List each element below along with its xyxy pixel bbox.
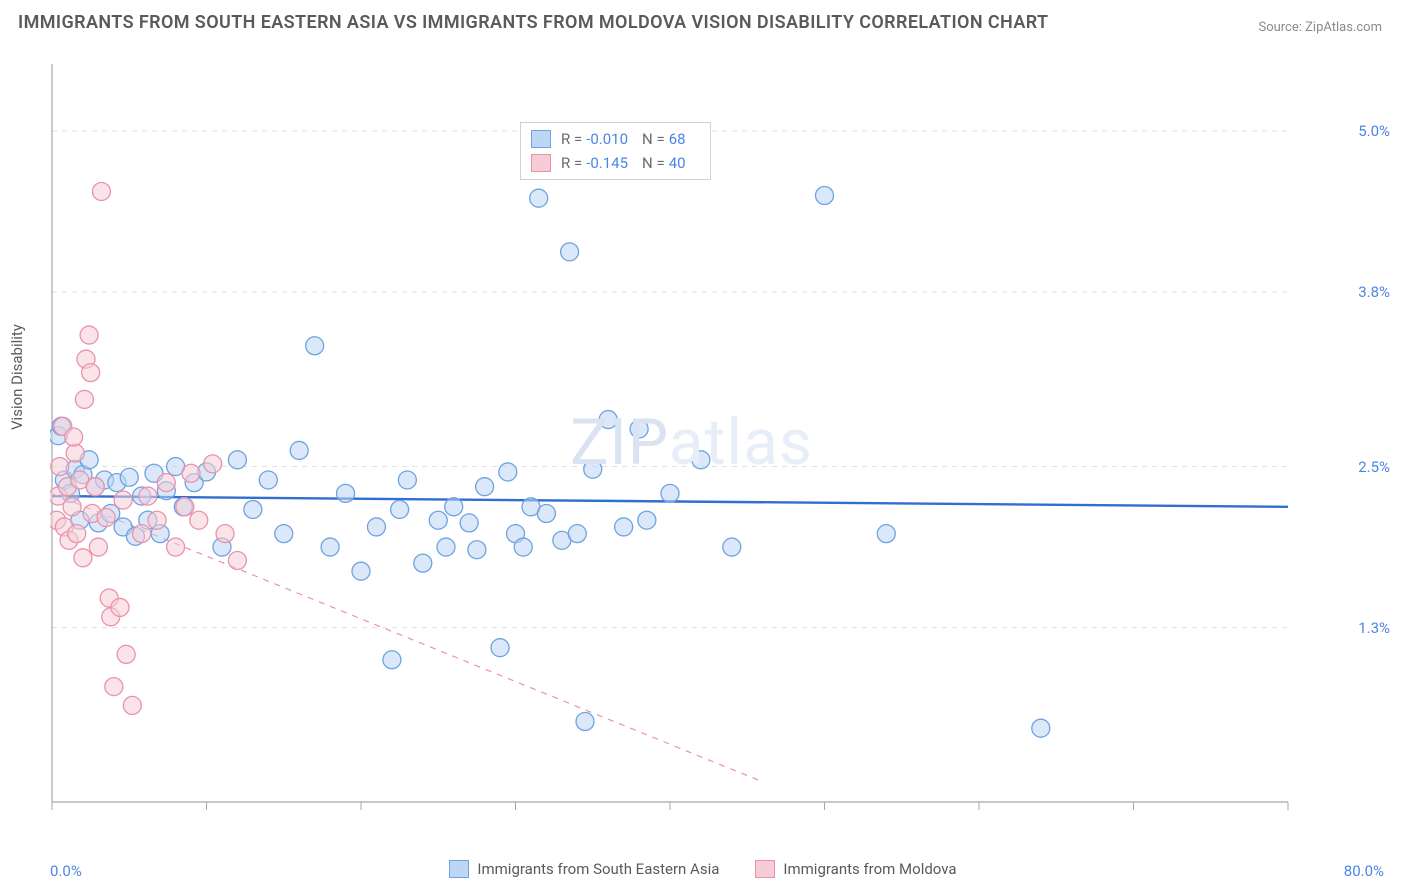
y-tick-label: 1.3% xyxy=(1358,619,1390,637)
stats-r-label: R = xyxy=(561,127,582,151)
chart-title: IMMIGRANTS FROM SOUTH EASTERN ASIA VS IM… xyxy=(18,12,1049,33)
legend-label: Immigrants from South Eastern Asia xyxy=(477,860,719,878)
stats-n-label: N = xyxy=(642,127,665,151)
bottom-legend: Immigrants from South Eastern Asia Immigr… xyxy=(0,860,1406,882)
chart-area: ZIPatlas R =-0.010N =68R =-0.145N =40 xyxy=(50,60,1350,820)
stats-swatch xyxy=(531,130,551,148)
legend-label: Immigrants from Moldova xyxy=(783,860,956,878)
legend-item: Immigrants from South Eastern Asia xyxy=(449,860,719,878)
stats-row: R =-0.010 N =68 xyxy=(531,127,700,151)
stats-r-value: -0.145 xyxy=(586,151,628,175)
stats-row: R =-0.145 N =40 xyxy=(531,151,700,175)
legend-item: Immigrants from Moldova xyxy=(755,860,956,878)
stats-n-value: 40 xyxy=(669,151,686,175)
source-label: Source: ZipAtlas.com xyxy=(1258,20,1382,35)
stats-swatch xyxy=(531,154,551,172)
y-tick-label: 3.8% xyxy=(1358,283,1390,301)
y-tick-label: 2.5% xyxy=(1358,458,1390,476)
stats-n-value: 68 xyxy=(669,127,686,151)
stats-r-value: -0.010 xyxy=(586,127,628,151)
stats-n-label: N = xyxy=(642,151,665,175)
stats-box: R =-0.010 N =68 R =-0.145 N =40 xyxy=(520,122,711,180)
stats-r-label: R = xyxy=(561,151,582,175)
y-tick-label: 5.0% xyxy=(1358,122,1390,140)
y-axis-label: Vision Disability xyxy=(8,324,26,430)
legend-swatch xyxy=(755,860,775,878)
legend-swatch xyxy=(449,860,469,878)
